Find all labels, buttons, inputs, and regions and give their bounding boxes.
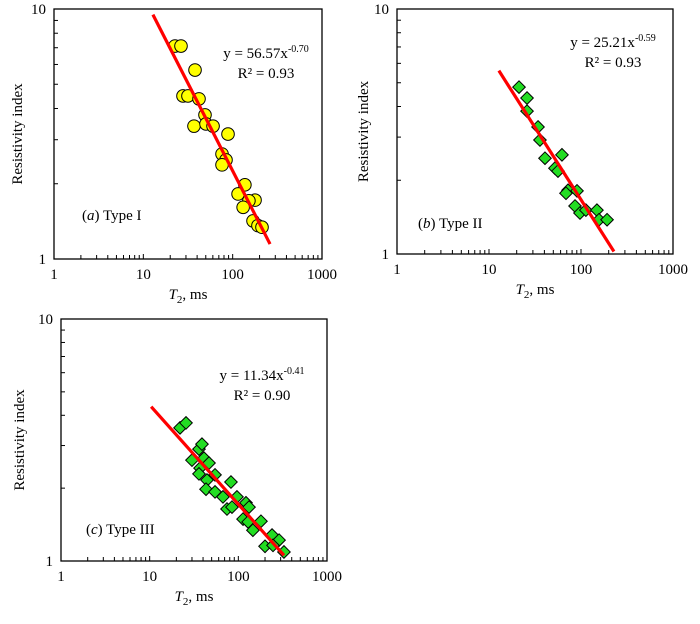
data-point	[191, 466, 206, 481]
r-squared-label: R² = 0.93	[238, 66, 295, 82]
panel-label-open: (	[418, 216, 423, 232]
data-point	[224, 500, 239, 515]
data-point	[600, 212, 615, 227]
x-axis-label-subscript: 2	[177, 294, 183, 306]
data-point	[558, 186, 574, 201]
panel-c: 1 10 100 1000 1 10 T2, ms Resistivity index y = …	[12, 312, 342, 608]
y-axis-label: Resistivity index	[10, 83, 26, 185]
x-axis-label-subscript: 2	[183, 596, 189, 608]
panel-label: (b) Type II	[418, 216, 483, 232]
data-point	[242, 500, 257, 515]
panel-b: 1 10 100 1000 1 10 T2, ms Resistivity index y = …	[356, 2, 688, 301]
plot-area	[151, 13, 272, 245]
regression-line	[151, 13, 272, 245]
x-axis-label: T2, ms	[169, 287, 208, 306]
data-point	[236, 200, 250, 215]
equation-label: y = 11.34x-0.41	[220, 366, 305, 384]
x-tick-label: 1	[50, 267, 58, 283]
y-tick-label: 10	[38, 312, 53, 328]
panel-label-text: ) Type III	[98, 522, 155, 538]
x-tick-label: 10	[142, 569, 157, 585]
x-tick-label: 100	[227, 569, 250, 585]
r-squared-label: R² = 0.93	[585, 55, 642, 71]
data-point	[245, 523, 260, 538]
panel-label-open: (	[82, 208, 87, 224]
data-point	[179, 415, 194, 430]
data-point	[188, 63, 202, 77]
panel-label-letter: b	[423, 216, 431, 232]
plot-frame	[60, 318, 328, 562]
panel-label: (c) Type III	[86, 522, 155, 538]
regression-line	[149, 405, 286, 557]
r-squared-label: R² = 0.90	[234, 388, 291, 404]
panel-a: 1 10 100 1000 1 10 T2, ms Resistivity index y = …	[10, 2, 337, 306]
x-axis-label-unit: , ms	[188, 589, 213, 605]
x-tick-label: 1	[57, 569, 65, 585]
equation-exponent: -0.41	[284, 366, 305, 377]
plot-area	[497, 69, 616, 253]
y-tick-label: 1	[46, 554, 54, 570]
data-point	[199, 482, 214, 497]
x-axis-label: T2, ms	[175, 589, 214, 608]
data-point	[208, 484, 223, 499]
panel-label-text: ) Type II	[431, 216, 483, 232]
equation-base: y = 11.34x	[220, 368, 285, 384]
equation-base: y = 56.57x	[223, 46, 288, 62]
regression-line	[497, 69, 616, 253]
x-tick-label: 1000	[658, 262, 688, 278]
equation-base: y = 25.21x	[570, 35, 635, 51]
x-tick-label: 1	[393, 262, 401, 278]
panel-label-text: ) Type I	[95, 208, 142, 224]
x-axis-label: T2, ms	[516, 282, 555, 301]
x-axis-label-subscript: 2	[524, 289, 530, 301]
x-tick-label: 1000	[307, 267, 337, 283]
panel-label: (a) Type I	[82, 208, 142, 224]
data-point	[537, 151, 552, 166]
x-tick-label: 100	[221, 267, 244, 283]
x-tick-label: 1000	[312, 569, 342, 585]
y-axis-label: Resistivity index	[356, 80, 372, 182]
y-tick-label: 10	[374, 2, 389, 18]
plot-frame	[396, 8, 674, 255]
equation-label: y = 56.57x-0.70	[223, 44, 309, 62]
data-point	[187, 119, 201, 133]
y-tick-label: 1	[382, 247, 390, 263]
data-point	[554, 147, 569, 162]
plot-area	[149, 405, 291, 559]
data-point	[194, 437, 209, 452]
x-axis-label-unit: , ms	[529, 282, 554, 298]
x-tick-label: 10	[136, 267, 151, 283]
x-tick-label: 100	[570, 262, 593, 278]
panel-label-letter: c	[91, 522, 98, 538]
data-point	[223, 475, 238, 490]
x-axis-label-symbol: T	[175, 589, 185, 605]
data-point	[221, 127, 235, 141]
data-point	[215, 489, 230, 504]
plot-frame	[53, 8, 323, 260]
x-axis-label-unit: , ms	[182, 287, 207, 303]
equation-label: y = 25.21x-0.59	[570, 33, 656, 51]
equation-exponent: -0.70	[288, 44, 309, 55]
x-axis-label-symbol: T	[169, 287, 179, 303]
data-point	[512, 80, 527, 95]
panel-label-letter: a	[87, 208, 95, 224]
x-axis-label-symbol: T	[516, 282, 526, 298]
panel-label-open: (	[86, 522, 91, 538]
y-axis-label: Resistivity index	[12, 389, 28, 491]
data-point	[174, 39, 188, 53]
y-tick-label: 1	[39, 252, 47, 268]
y-tick-label: 10	[31, 2, 46, 18]
equation-exponent: -0.59	[635, 33, 656, 44]
x-tick-label: 10	[482, 262, 497, 278]
